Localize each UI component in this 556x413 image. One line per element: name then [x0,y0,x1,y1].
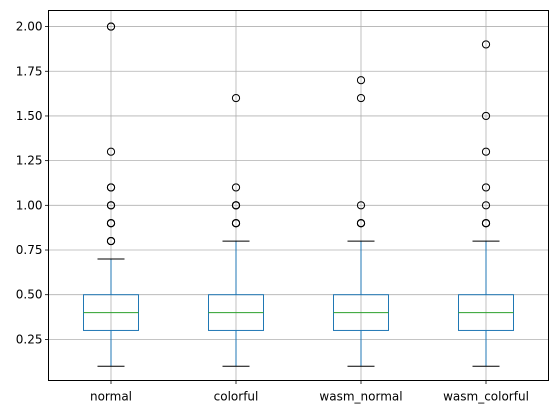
outlier-point [106,22,116,31]
x-tick-label: wasm_colorful [443,390,529,404]
outlier-point [106,147,116,156]
outlier-point [356,93,366,103]
outlier-point [231,93,241,103]
axes-frame [48,10,549,381]
outlier-point [106,201,116,210]
outlier-point [481,201,491,210]
y-tick-label: 0.25 [16,332,43,346]
x-tick-label: wasm_normal [319,390,402,404]
x-tick-label: colorful [214,390,259,404]
outlier-point [106,236,116,246]
y-tick-label: 1.25 [16,154,43,168]
box-wasm_normal [333,240,389,367]
outlier-point [481,183,491,192]
box-colorful [208,240,264,367]
y-tick-label: 1.00 [16,198,43,212]
y-tick-label: 0.75 [16,243,43,257]
outlier-point [481,147,491,156]
box-wasm_colorful [458,240,514,367]
outlier-point [356,219,366,228]
grid-lines [48,10,549,381]
x-tick-label: normal [90,390,132,404]
outlier-point [231,201,241,210]
x-axis-ticks: normal colorful wasm_normal wasm_colorful [90,380,529,404]
y-tick-label: 1.75 [16,64,43,78]
box-series [83,240,514,367]
outlier-point [231,219,241,228]
outlier-point [481,219,491,228]
y-axis-ticks: 0.25 0.50 0.75 1.00 1.25 1.50 1.75 2.00 [16,20,49,346]
y-tick-label: 0.50 [16,288,43,302]
outlier-point [481,40,491,49]
outlier-point [106,183,116,192]
outlier-point [231,183,241,192]
box-normal [83,258,139,367]
outlier-point [356,76,366,85]
outlier-point [356,201,366,210]
y-tick-label: 2.00 [16,20,43,34]
axes [48,10,549,381]
outlier-points [106,22,491,246]
y-tick-label: 1.50 [16,109,43,123]
outlier-point [106,219,116,228]
outlier-point [481,111,491,121]
